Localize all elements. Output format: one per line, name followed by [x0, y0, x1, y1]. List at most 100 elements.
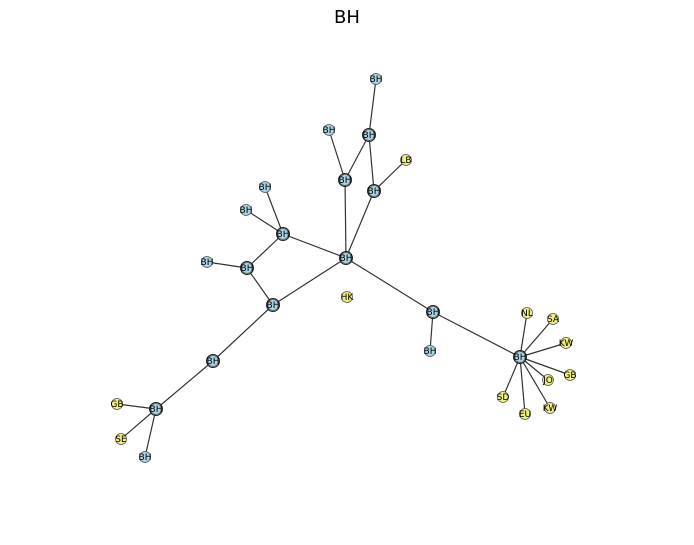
edge-n2-n5 — [328, 129, 346, 181]
node-n28: EU — [519, 408, 531, 420]
edge-n6-n12 — [345, 190, 375, 259]
node-label: BH — [514, 353, 527, 363]
node-circle — [150, 403, 162, 415]
node-label: BH — [323, 126, 336, 136]
node-hub-bh: BH — [513, 350, 527, 364]
edge-n22-n26 — [519, 356, 571, 376]
node-label: GB — [563, 371, 576, 381]
node-circle — [111, 398, 123, 410]
node-outline — [367, 184, 381, 198]
node-label: BH — [370, 75, 383, 85]
node-circle — [521, 307, 533, 319]
node-n15: BH — [426, 305, 440, 319]
node-n19: GB — [110, 398, 124, 410]
node-circle — [267, 299, 279, 311]
node-n12: BH — [339, 251, 353, 265]
node-label: BH — [150, 405, 163, 415]
node-n24: KW — [559, 337, 574, 349]
node-circle — [339, 174, 351, 186]
node-outline — [362, 128, 376, 142]
node-label: BH — [363, 131, 376, 141]
edge-n1-n3 — [368, 78, 377, 136]
node-n17: BH — [206, 354, 220, 368]
node-label: LB — [400, 156, 411, 166]
node-circle — [115, 433, 127, 445]
node-n9: BH — [201, 256, 214, 268]
node-n11: BH — [240, 261, 254, 275]
edge-n11-n14 — [246, 267, 274, 306]
node-n29: KW — [543, 402, 558, 414]
node-label: BH — [424, 347, 437, 357]
node-circle — [363, 129, 375, 141]
node-outline — [149, 402, 163, 416]
edge-n21-n18 — [144, 408, 157, 458]
node-label: BH — [427, 308, 440, 318]
edge-n22-n28 — [519, 356, 526, 415]
edge-n17-n18 — [155, 360, 214, 410]
edge-n3-n6 — [368, 134, 375, 192]
node-circle — [547, 313, 559, 325]
edge-n22-n23 — [519, 318, 554, 358]
edge-n10-n12 — [282, 233, 347, 259]
node-circle — [340, 252, 352, 264]
edge-n7-n10 — [264, 186, 284, 235]
node-circle — [277, 228, 289, 240]
node-label: BH — [277, 230, 290, 240]
node-n2: BH — [323, 124, 336, 136]
edge-n14-n17 — [212, 304, 274, 362]
node-label: SA — [547, 315, 560, 325]
node-circle — [368, 185, 380, 197]
node-circle — [241, 262, 253, 274]
node-label: GB — [110, 400, 123, 410]
node-circle — [514, 351, 526, 363]
node-layer: BH BH BH LB BH BH BH BH BH BH BH BH HK BH BH BH BH BH GB SE… — [110, 73, 577, 463]
node-label: BH — [267, 301, 280, 311]
node-label: JO — [542, 376, 553, 386]
node-n23: SA — [547, 313, 560, 325]
node-n3: BH — [362, 128, 376, 142]
node-circle — [542, 374, 554, 386]
node-label: BH — [240, 206, 253, 216]
node-circle — [201, 256, 213, 268]
node-circle — [341, 291, 353, 303]
node-circle — [519, 408, 531, 420]
edge-n3-n5 — [344, 134, 370, 181]
node-label: BH — [201, 258, 214, 268]
edge-n5-n12 — [344, 179, 347, 259]
node-n14: BH — [266, 298, 280, 312]
edge-n22-n29 — [519, 356, 551, 409]
node-n8: BH — [240, 204, 253, 216]
edge-hub-nl — [519, 312, 528, 358]
edge-n22-n27 — [502, 356, 521, 398]
node-n5: BH — [338, 173, 352, 187]
edge-n12-n15 — [345, 257, 434, 313]
node-circle — [323, 124, 335, 136]
node-n20: SE — [115, 433, 127, 445]
node-label: KW — [543, 404, 558, 414]
node-n22: NL — [521, 307, 533, 319]
node-outline — [240, 261, 254, 275]
node-outline — [276, 227, 290, 241]
node-circle — [400, 154, 412, 166]
node-circle — [207, 355, 219, 367]
node-outline — [206, 354, 220, 368]
edge-n4-n6 — [373, 159, 407, 192]
node-n16: BH — [424, 345, 437, 357]
node-n26: GB — [563, 369, 577, 381]
node-label: KW — [559, 339, 574, 349]
node-label: BH — [139, 453, 152, 463]
node-label: BH — [339, 176, 352, 186]
node-circle — [139, 451, 151, 463]
node-circle — [560, 337, 572, 349]
node-label: BH — [340, 254, 353, 264]
node-label: BH — [241, 264, 254, 274]
node-n27: SD — [497, 391, 509, 403]
edge-n8-n10 — [245, 209, 284, 235]
edge-n22-n24 — [519, 342, 567, 358]
node-n25: JO — [542, 374, 554, 386]
node-n1: BH — [370, 73, 383, 85]
node-circle — [424, 345, 436, 357]
node-label: BH — [207, 357, 220, 367]
node-label: BH — [368, 187, 381, 197]
